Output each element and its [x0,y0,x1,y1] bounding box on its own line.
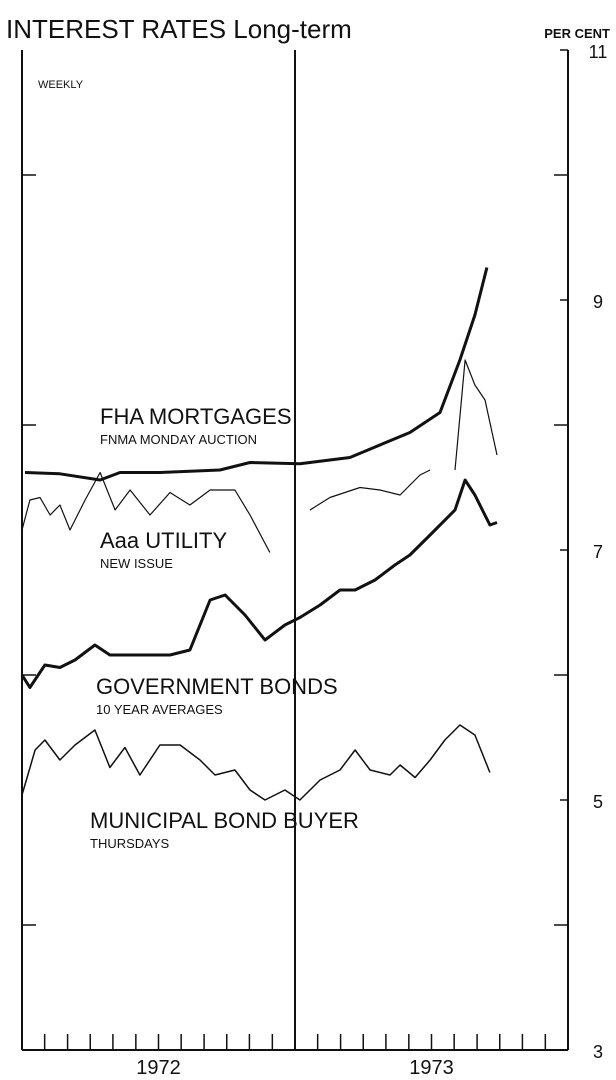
series-note: 10 YEAR AVERAGES [96,702,223,717]
series-note: THURSDAYS [90,836,170,851]
y-tick-label: 9 [593,292,603,312]
chart-subtitle: WEEKLY [38,79,84,91]
y-axis-label: PER CENT [544,26,610,41]
series-label: Aaa UTILITY [100,528,227,553]
y-tick-label: 5 [593,792,603,812]
series-line [20,478,498,689]
x-tick-label: 1973 [409,1057,454,1079]
series-line [24,267,489,482]
series-label: FHA MORTGAGES [100,404,292,429]
series-line [21,359,498,553]
y-tick-label: 11 [589,42,608,62]
y-tick-label: 7 [593,542,603,562]
series-label: GOVERNMENT BONDS [96,674,338,699]
chart-title: INTEREST RATES Long-term [6,14,352,44]
x-tick-label: 1972 [136,1057,181,1079]
series-note: FNMA MONDAY AUCTION [100,432,257,447]
series-label: MUNICIPAL BOND BUYER [90,808,359,833]
series-note: NEW ISSUE [100,556,173,571]
series-line [21,724,491,801]
y-tick-label: 3 [593,1042,603,1062]
